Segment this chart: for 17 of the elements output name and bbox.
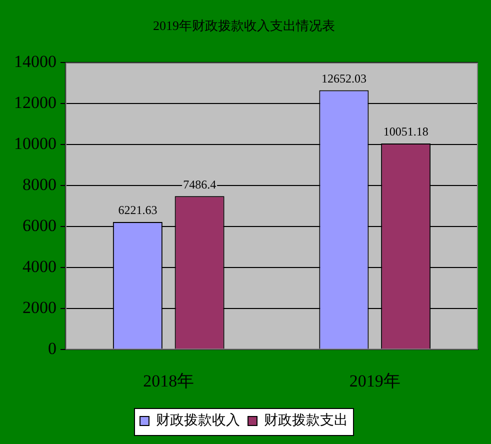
y-tick-label: 8000 xyxy=(22,175,56,194)
chart-title: 2019年财政拨款收入支出情况表 xyxy=(153,18,335,34)
y-tick-label: 14000 xyxy=(14,52,56,72)
data-label: 6221.63 xyxy=(118,203,158,218)
legend-label: 财政拨款支出 xyxy=(264,412,348,429)
y-tick-label: 0 xyxy=(48,339,56,358)
y-tick-label: 2000 xyxy=(22,298,56,318)
y-tick-label: 10000 xyxy=(14,134,56,154)
x-tick-label: 2019年 xyxy=(349,371,400,390)
y-tick-label: 12000 xyxy=(14,93,56,112)
legend-label: 财政拨款收入 xyxy=(156,412,240,429)
data-label: 12652.03 xyxy=(321,71,366,86)
data-label: 7486.4 xyxy=(183,177,216,192)
y-tick-label: 4000 xyxy=(22,257,56,276)
data-label: 10051.18 xyxy=(383,124,428,139)
x-tick-label: 2018年 xyxy=(143,371,194,390)
y-tick-label: 6000 xyxy=(22,216,56,236)
